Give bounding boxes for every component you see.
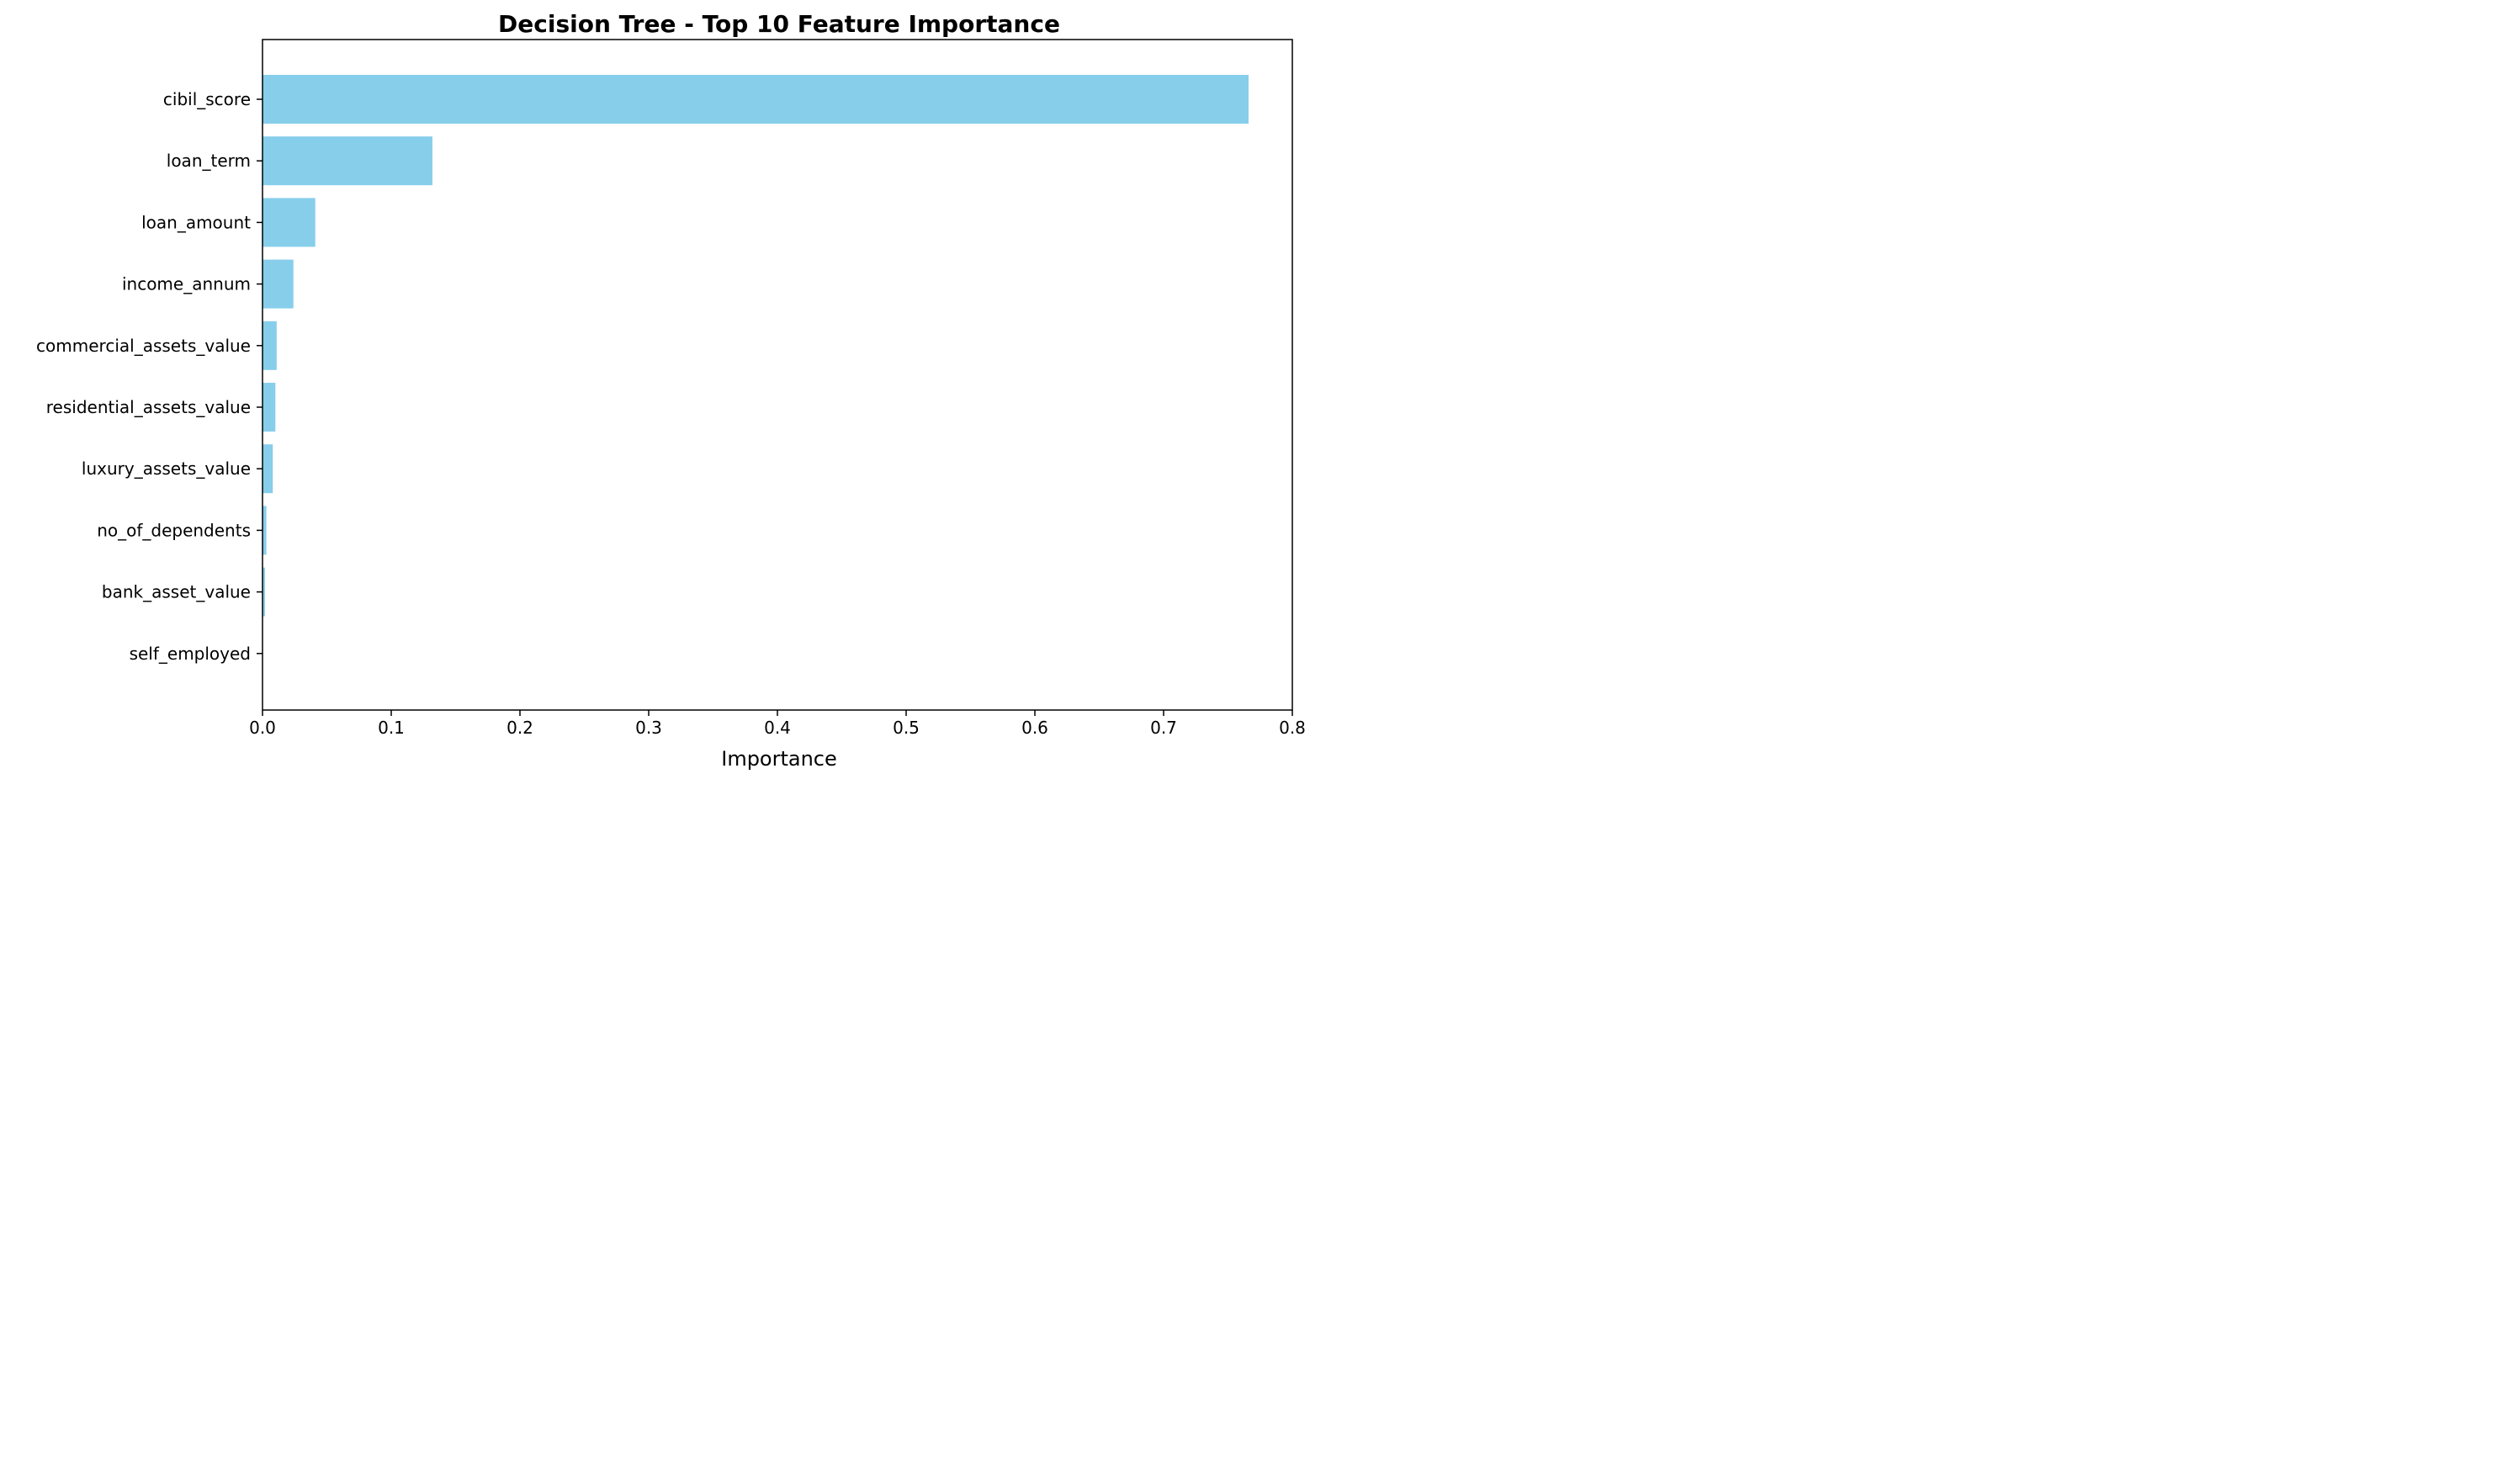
y-tick-label-residential_assets_value: residential_assets_value <box>46 397 251 417</box>
y-tick-label-no_of_dependents: no_of_dependents <box>97 520 251 540</box>
x-tick-label: 0.4 <box>764 718 791 738</box>
y-tick-label-self_employed: self_employed <box>130 644 251 664</box>
y-tick-label-loan_term: loan_term <box>167 151 251 171</box>
x-tick-label: 0.8 <box>1279 718 1306 738</box>
x-tick-label: 0.5 <box>893 718 920 738</box>
x-axis-label: Importance <box>721 747 837 771</box>
y-tick-label-luxury_assets_value: luxury_assets_value <box>82 458 251 479</box>
y-tick-label-loan_amount: loan_amount <box>141 212 251 232</box>
bars-group <box>263 75 1249 617</box>
feature-importance-chart: Decision Tree - Top 10 Feature Importanc… <box>36 10 1306 771</box>
bar-bank_asset_value <box>263 567 266 617</box>
bar-luxury_assets_value <box>263 444 273 494</box>
y-axis: cibil_score loan_term loan_amount income_an… <box>36 89 263 664</box>
x-axis: 0.0 0.1 0.2 0.3 0.4 0.5 0.6 0.7 0.8 <box>249 710 1306 738</box>
bar-cibil_score <box>263 75 1249 124</box>
y-tick-label-bank_asset_value: bank_asset_value <box>102 582 251 602</box>
x-tick-label: 0.6 <box>1021 718 1048 738</box>
chart-title: Decision Tree - Top 10 Feature Importanc… <box>498 10 1060 38</box>
y-tick-label-income_annum: income_annum <box>122 274 251 294</box>
bar-loan_amount <box>263 198 316 247</box>
y-tick-label-commercial_assets_value: commercial_assets_value <box>36 336 251 356</box>
y-tick-label-cibil_score: cibil_score <box>163 89 251 109</box>
x-tick-label: 0.7 <box>1150 718 1177 738</box>
bar-income_annum <box>263 259 294 309</box>
x-tick-label: 0.0 <box>249 718 276 738</box>
x-tick-label: 0.1 <box>378 718 405 738</box>
bar-commercial_assets_value <box>263 321 277 370</box>
x-tick-label: 0.2 <box>506 718 533 738</box>
x-tick-label: 0.3 <box>635 718 662 738</box>
bar-loan_term <box>263 136 432 186</box>
bar-no_of_dependents <box>263 506 267 555</box>
bar-residential_assets_value <box>263 383 276 432</box>
